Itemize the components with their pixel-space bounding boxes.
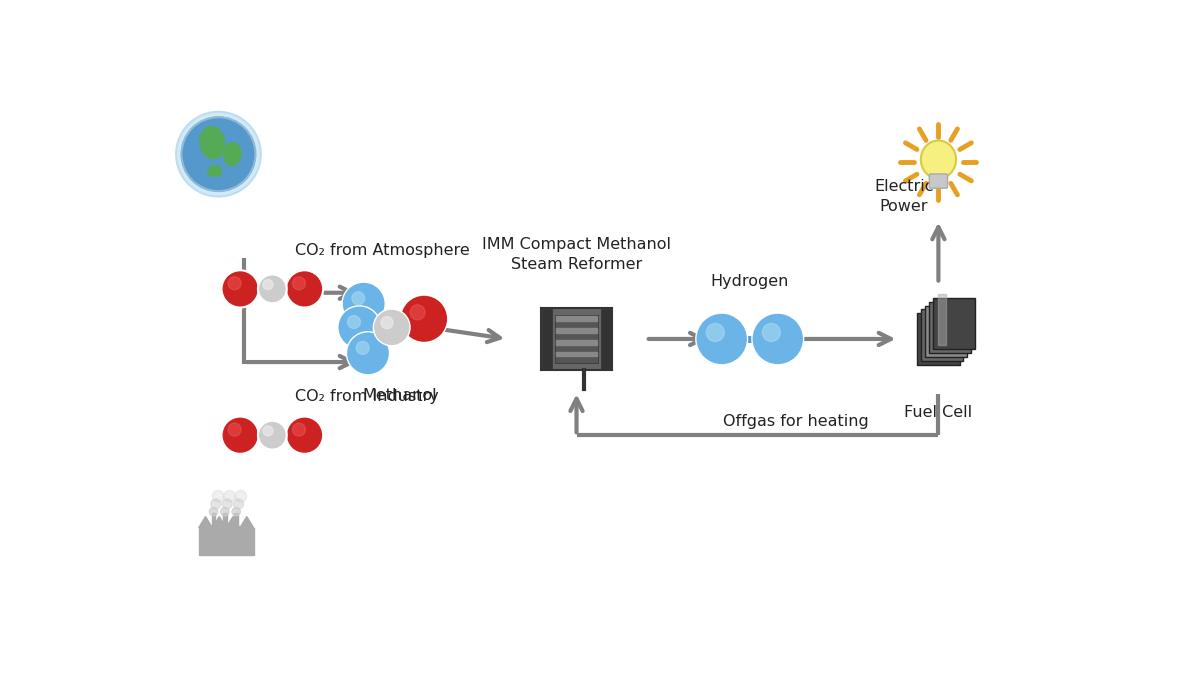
- Circle shape: [263, 279, 274, 290]
- Bar: [223, 513, 227, 528]
- Bar: [542, 309, 552, 369]
- Circle shape: [222, 270, 259, 308]
- Circle shape: [258, 421, 287, 450]
- Circle shape: [401, 295, 448, 342]
- Circle shape: [232, 508, 240, 516]
- Circle shape: [347, 331, 390, 375]
- Bar: [922, 309, 964, 360]
- Bar: [601, 309, 611, 369]
- Circle shape: [286, 270, 323, 308]
- Bar: [234, 513, 238, 528]
- Bar: [929, 302, 971, 353]
- Circle shape: [223, 491, 235, 502]
- Circle shape: [286, 416, 323, 454]
- Bar: [925, 306, 967, 357]
- Bar: [557, 340, 596, 344]
- Ellipse shape: [920, 140, 956, 179]
- Text: Electric
Power: Electric Power: [874, 179, 934, 214]
- Text: IMM Compact Methanol
Steam Reformer: IMM Compact Methanol Steam Reformer: [482, 237, 671, 271]
- Circle shape: [258, 275, 287, 303]
- Circle shape: [228, 423, 241, 436]
- Circle shape: [181, 117, 256, 191]
- Circle shape: [211, 499, 221, 509]
- Bar: [557, 328, 596, 333]
- Bar: [557, 352, 596, 356]
- Bar: [917, 313, 960, 364]
- Circle shape: [209, 508, 217, 516]
- Circle shape: [222, 499, 232, 509]
- Ellipse shape: [200, 126, 224, 159]
- Text: CO₂ from Industry: CO₂ from Industry: [295, 389, 439, 404]
- Text: Fuel Cell: Fuel Cell: [905, 404, 972, 420]
- Circle shape: [234, 499, 244, 509]
- Bar: [557, 317, 596, 321]
- Text: Hydrogen: Hydrogen: [710, 273, 788, 289]
- Circle shape: [752, 313, 804, 364]
- Bar: [541, 308, 612, 370]
- FancyBboxPatch shape: [929, 174, 948, 188]
- Bar: [938, 294, 946, 346]
- Circle shape: [410, 304, 425, 320]
- Circle shape: [293, 277, 306, 290]
- Text: Offgas for heating: Offgas for heating: [724, 414, 869, 429]
- Circle shape: [338, 306, 380, 349]
- Circle shape: [696, 313, 748, 364]
- Ellipse shape: [208, 165, 222, 176]
- Bar: [211, 513, 216, 528]
- Circle shape: [380, 317, 392, 329]
- Circle shape: [293, 423, 306, 436]
- Bar: [199, 528, 253, 556]
- Text: CO₂ from Atmosphere: CO₂ from Atmosphere: [295, 243, 470, 258]
- Circle shape: [706, 323, 725, 342]
- Ellipse shape: [224, 142, 241, 165]
- Circle shape: [222, 416, 259, 454]
- Circle shape: [212, 491, 224, 502]
- Bar: [556, 315, 598, 362]
- Circle shape: [352, 292, 365, 304]
- Circle shape: [342, 282, 385, 325]
- Circle shape: [356, 342, 370, 354]
- Circle shape: [176, 112, 260, 196]
- Circle shape: [348, 315, 360, 329]
- Circle shape: [263, 426, 274, 436]
- Circle shape: [221, 508, 229, 516]
- Text: Methanol: Methanol: [362, 387, 437, 403]
- Circle shape: [235, 491, 246, 502]
- Bar: [932, 298, 976, 349]
- Circle shape: [762, 323, 780, 342]
- Circle shape: [373, 309, 410, 346]
- Polygon shape: [199, 516, 253, 528]
- Circle shape: [228, 277, 241, 290]
